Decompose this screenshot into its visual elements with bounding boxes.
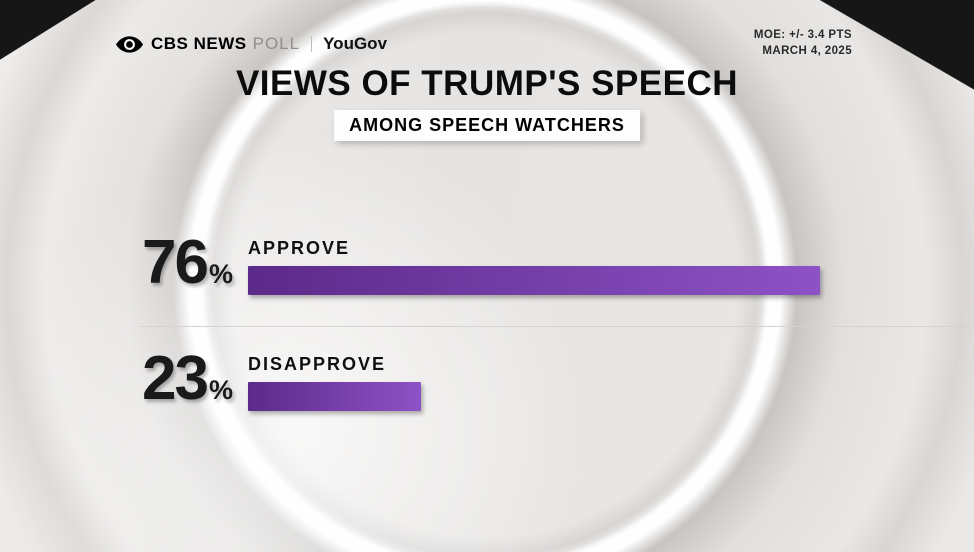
approve-bar-area: APPROVE bbox=[248, 234, 974, 295]
date-line: MARCH 4, 2025 bbox=[762, 44, 852, 57]
brand-poll: POLL bbox=[252, 34, 301, 53]
disapprove-bar-area: DISAPPROVE bbox=[248, 350, 974, 411]
bar-row-disapprove: 23 % DISAPPROVE bbox=[142, 344, 974, 413]
approve-bar bbox=[248, 266, 820, 295]
subtitle-text: AMONG SPEECH WATCHERS bbox=[349, 115, 625, 135]
cbs-eye-icon bbox=[116, 35, 143, 53]
corner-shade-top-left bbox=[0, 0, 96, 60]
subtitle-badge: AMONG SPEECH WATCHERS bbox=[334, 110, 640, 141]
corner-shade-top-right bbox=[819, 0, 974, 90]
brand-separator bbox=[311, 36, 313, 52]
brand-cbs-news: CBS NEWS bbox=[151, 34, 247, 53]
poll-meta: MOE: +/- 3.4 PTS MARCH 4, 2025 bbox=[754, 28, 852, 59]
moe-line: MOE: +/- 3.4 PTS bbox=[753, 29, 852, 41]
brand-yougov: YouGov bbox=[323, 34, 388, 53]
bar-row-approve: 76 % APPROVE bbox=[142, 228, 974, 297]
page-title: VIEWS OF TRUMP'S SPEECH bbox=[235, 64, 739, 103]
disapprove-number: 23 bbox=[142, 344, 209, 413]
approve-number: 76 bbox=[142, 228, 209, 297]
disapprove-label: DISAPPROVE bbox=[248, 354, 387, 374]
approve-label: APPROVE bbox=[248, 238, 351, 258]
disapprove-value: 23 % bbox=[142, 344, 242, 413]
disapprove-bar-track bbox=[248, 382, 974, 411]
percent-sign: % bbox=[208, 259, 233, 289]
brand-lockup: CBS NEWS POLL YouGov bbox=[116, 34, 387, 54]
row-divider bbox=[140, 326, 970, 327]
percent-sign: % bbox=[208, 375, 233, 405]
approve-value: 76 % bbox=[142, 228, 242, 297]
approve-bar-track bbox=[248, 266, 974, 295]
disapprove-bar bbox=[248, 382, 421, 411]
